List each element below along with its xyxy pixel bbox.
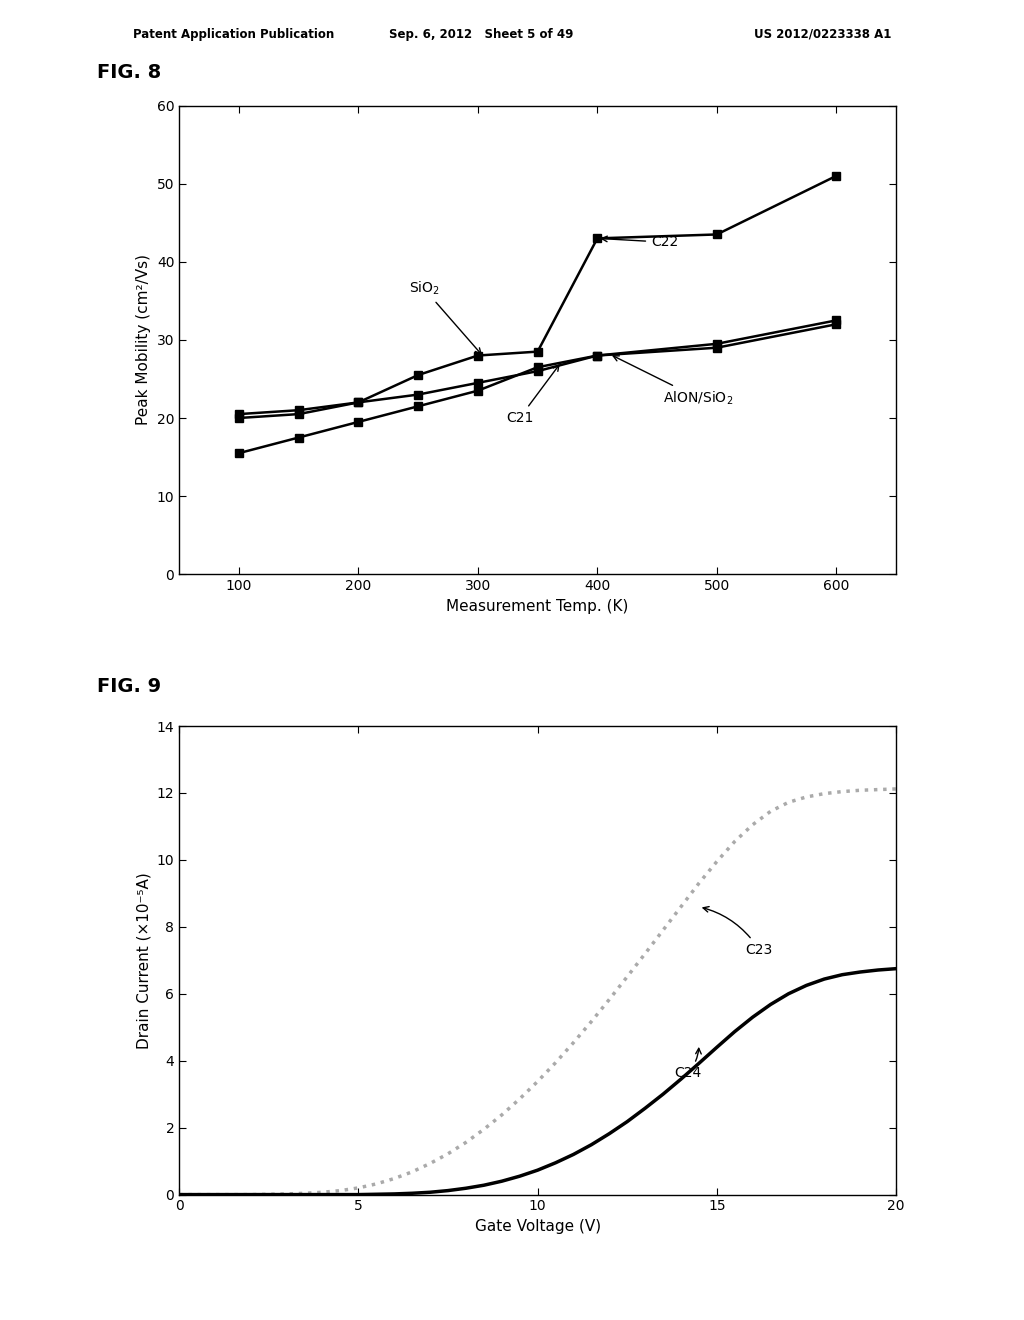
Text: Patent Application Publication: Patent Application Publication: [133, 28, 335, 41]
Text: US 2012/0223338 A1: US 2012/0223338 A1: [754, 28, 891, 41]
Text: C24: C24: [674, 1048, 701, 1081]
Text: AlON/SiO$_2$: AlON/SiO$_2$: [613, 356, 733, 407]
Y-axis label: Drain Current (×10⁻⁵A): Drain Current (×10⁻⁵A): [136, 873, 152, 1048]
Y-axis label: Peak Mobility (cm²/Vs): Peak Mobility (cm²/Vs): [136, 255, 152, 425]
Text: C23: C23: [703, 907, 773, 957]
Text: SiO$_2$: SiO$_2$: [409, 280, 481, 354]
X-axis label: Gate Voltage (V): Gate Voltage (V): [474, 1218, 601, 1234]
Text: C21: C21: [506, 366, 559, 425]
X-axis label: Measurement Temp. (K): Measurement Temp. (K): [446, 598, 629, 614]
Text: Sep. 6, 2012   Sheet 5 of 49: Sep. 6, 2012 Sheet 5 of 49: [389, 28, 573, 41]
Text: C22: C22: [602, 235, 678, 249]
Text: FIG. 9: FIG. 9: [97, 677, 162, 696]
Text: FIG. 8: FIG. 8: [97, 63, 162, 82]
